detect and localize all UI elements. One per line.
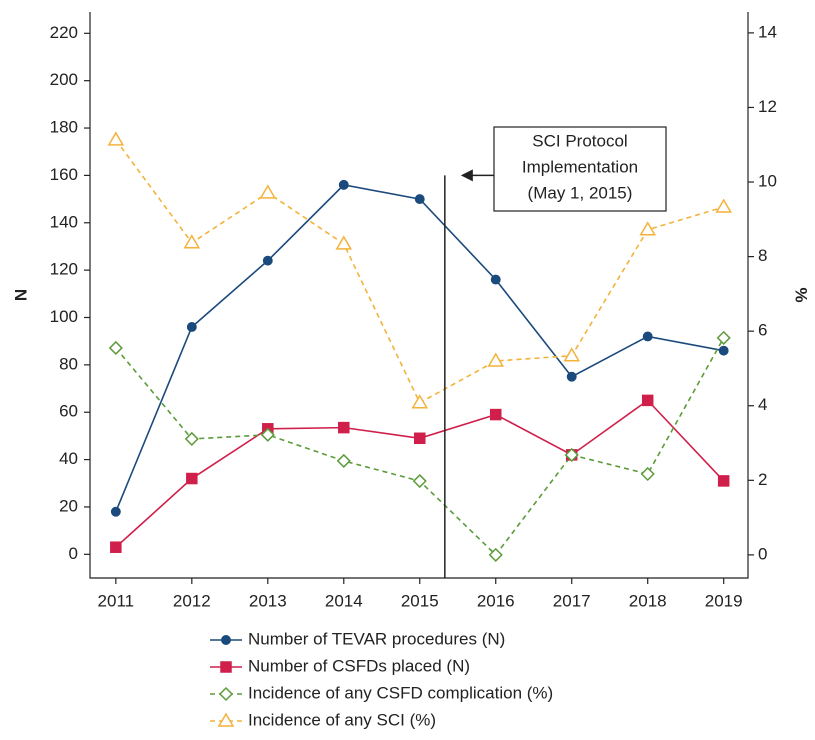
legend-label: Incidence of any CSFD complication (%): [248, 683, 553, 702]
y-tick-label: 100: [50, 307, 78, 326]
annotation-text: SCI Protocol: [532, 131, 627, 150]
y-tick-label: 160: [50, 165, 78, 184]
data-point: [715, 198, 732, 213]
y-tick-label: 180: [50, 118, 78, 137]
series-line: [115, 399, 725, 548]
data-point: [489, 408, 502, 421]
y2-axis-title: %: [792, 287, 811, 302]
y2-tick-label: 10: [758, 172, 777, 191]
data-point: [716, 330, 731, 345]
y-tick-label: 20: [59, 496, 78, 515]
x-tick-label: 2017: [553, 591, 591, 610]
y-tick-label: 220: [50, 23, 78, 42]
annotation-box: [493, 126, 667, 212]
data-point: [412, 473, 427, 489]
x-tick-label: 2015: [401, 591, 439, 610]
data-point: [110, 541, 122, 553]
y2-tick-label: 6: [758, 321, 767, 340]
data-point: [490, 274, 501, 285]
data-point: [262, 255, 273, 266]
annotation-text: Implementation: [522, 157, 638, 176]
data-point: [642, 331, 653, 342]
data-point: [338, 421, 350, 434]
data-point: [414, 194, 425, 205]
y2-tick-label: 8: [758, 246, 767, 265]
legend-label: Incidence of any SCI (%): [248, 710, 436, 729]
legend-marker: [217, 712, 235, 727]
data-point: [488, 547, 503, 562]
data-point: [414, 432, 426, 445]
y2-tick-label: 14: [758, 22, 777, 41]
legend-label: Number of CSFDs placed (N): [248, 656, 470, 675]
y-tick-label: 200: [50, 70, 78, 89]
data-point: [639, 221, 657, 236]
annotation-arrowhead: [460, 169, 473, 182]
data-point: [564, 447, 579, 463]
y-tick-label: 80: [59, 354, 78, 373]
y2-tick-label: 0: [758, 544, 767, 563]
data-point: [260, 427, 275, 442]
y2-tick-label: 4: [758, 395, 767, 414]
data-point: [183, 234, 201, 249]
data-point: [717, 475, 730, 487]
axis-frame: [89, 12, 749, 579]
y-tick-label: 120: [50, 260, 78, 279]
series-line: [115, 337, 725, 557]
x-tick-label: 2019: [705, 591, 743, 610]
data-point: [641, 394, 654, 407]
x-tick-label: 2016: [477, 591, 515, 610]
annotation-text: (May 1, 2015): [528, 183, 633, 202]
data-point: [566, 371, 577, 382]
y-axis-title: N: [11, 289, 30, 301]
x-tick-label: 2012: [173, 591, 211, 610]
x-tick-label: 2013: [249, 591, 287, 610]
data-point: [335, 235, 353, 250]
data-point: [108, 340, 123, 356]
data-point: [110, 506, 121, 517]
y-tick-label: 140: [50, 212, 78, 231]
y-tick-label: 60: [59, 402, 78, 421]
data-point: [338, 179, 349, 190]
series-line: [115, 184, 724, 512]
y-tick-label: 0: [69, 544, 78, 563]
data-point: [487, 352, 505, 367]
x-tick-label: 2014: [325, 591, 363, 610]
y-tick-label: 40: [59, 449, 78, 468]
data-point: [186, 472, 198, 485]
data-point: [336, 453, 351, 468]
data-point: [563, 347, 581, 362]
x-tick-label: 2011: [98, 591, 135, 610]
y2-tick-label: 12: [758, 97, 777, 116]
legend-marker: [220, 661, 232, 673]
data-point: [718, 345, 729, 356]
legend-marker: [221, 635, 231, 645]
data-point: [184, 431, 199, 446]
x-tick-label: 2018: [629, 591, 667, 610]
data-point: [107, 131, 125, 146]
legend-marker: [218, 686, 234, 702]
legend-label: Number of TEVAR procedures (N): [248, 629, 505, 648]
data-point: [186, 322, 197, 332]
y2-tick-label: 2: [758, 470, 767, 489]
data-point: [411, 394, 429, 409]
data-point: [259, 184, 277, 199]
data-point: [640, 466, 655, 482]
